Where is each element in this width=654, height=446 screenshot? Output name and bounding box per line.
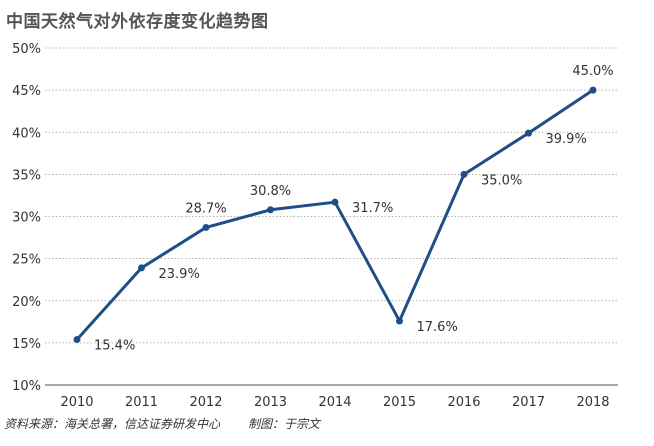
y-tick-label: 35% bbox=[12, 168, 41, 183]
y-tick-label: 30% bbox=[12, 211, 41, 226]
y-tick-label: 50% bbox=[12, 42, 41, 57]
y-tick-label: 40% bbox=[12, 126, 41, 141]
y-tick-label: 25% bbox=[12, 253, 41, 268]
y-tick-label: 20% bbox=[12, 295, 41, 310]
data-label: 28.7% bbox=[185, 201, 226, 216]
data-label: 30.8% bbox=[250, 184, 291, 199]
data-labels: 15.4% 23.9% 28.7% 30.8% 31.7% 17.6% 35.0% 39.9%… bbox=[94, 64, 614, 353]
gridlines bbox=[45, 47, 618, 386]
chart-title: 中国天然气对外依存度变化趋势图 bbox=[6, 12, 269, 32]
x-tick-label: 2017 bbox=[512, 395, 545, 410]
data-label: 23.9% bbox=[159, 267, 200, 282]
source-note: 资料来源：海关总署，信达证券研发中心 bbox=[4, 417, 221, 431]
data-label: 17.6% bbox=[417, 320, 458, 335]
series-line bbox=[75, 88, 595, 342]
data-label: 15.4% bbox=[94, 339, 135, 354]
x-tick-label: 2018 bbox=[576, 395, 609, 410]
x-tick-label: 2016 bbox=[447, 395, 480, 410]
y-axis: 10% 15% 20% 25% 30% 35% 40% 45% 50% bbox=[12, 42, 41, 394]
y-tick-label: 45% bbox=[12, 84, 41, 99]
author-note: 制图：于宗文 bbox=[248, 417, 321, 431]
y-tick-label: 10% bbox=[12, 379, 41, 394]
data-point bbox=[525, 129, 532, 137]
x-tick-label: 2010 bbox=[60, 395, 93, 410]
data-label: 35.0% bbox=[481, 173, 522, 188]
x-tick-label: 2014 bbox=[318, 395, 351, 410]
data-point bbox=[331, 198, 339, 206]
series-group bbox=[73, 86, 597, 344]
data-point bbox=[202, 223, 210, 231]
data-label: 45.0% bbox=[572, 64, 613, 79]
data-point bbox=[396, 317, 403, 325]
data-label: 31.7% bbox=[352, 201, 393, 216]
x-tick-label: 2013 bbox=[254, 395, 287, 410]
x-axis: 2010 2011 2012 2013 2014 2015 2016 2017 2018 bbox=[60, 395, 609, 410]
x-tick-label: 2011 bbox=[125, 395, 158, 410]
data-point bbox=[460, 170, 468, 178]
chart-footer: 资料来源：海关总署，信达证券研发中心 制图：于宗文 bbox=[4, 415, 320, 432]
data-point bbox=[267, 206, 274, 214]
y-tick-label: 15% bbox=[12, 337, 41, 352]
data-label: 39.9% bbox=[546, 132, 587, 147]
data-point bbox=[73, 336, 81, 344]
data-point bbox=[138, 264, 145, 272]
data-point bbox=[589, 86, 597, 94]
x-tick-label: 2015 bbox=[383, 395, 416, 410]
x-tick-label: 2012 bbox=[189, 395, 222, 410]
